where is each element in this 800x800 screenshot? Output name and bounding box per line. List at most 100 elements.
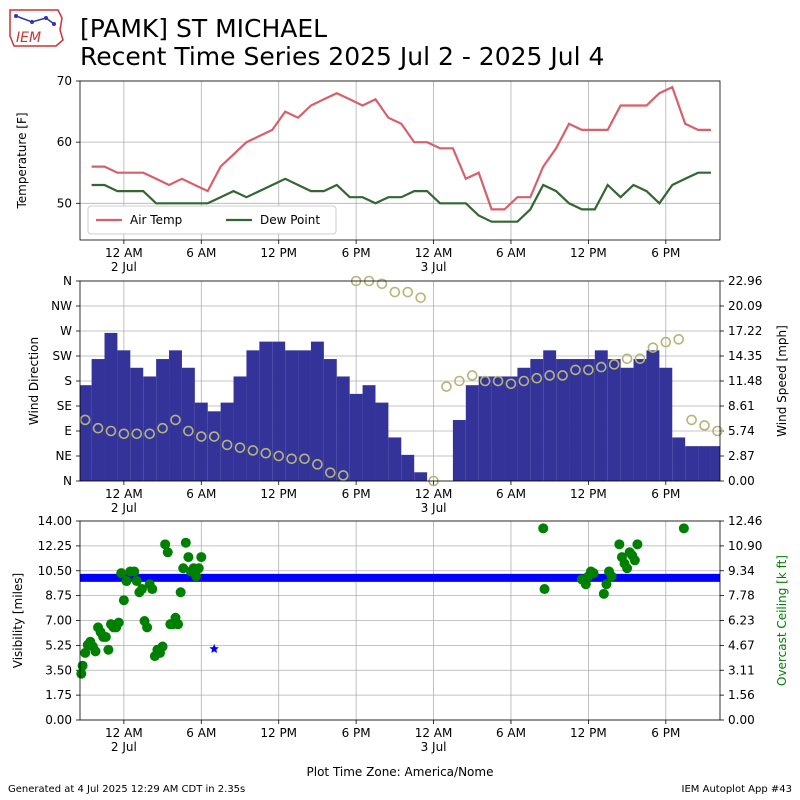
wind-direction-point: [260, 447, 272, 459]
wind-speed-bar: [388, 437, 402, 481]
wind-direction-point: [441, 381, 452, 392]
y-axis-label: Temperature [F]: [15, 112, 29, 209]
chart-subtitle: Recent Time Series 2025 Jul 2 - 2025 Jul…: [80, 42, 605, 71]
y2-tick-label: 10.90: [728, 539, 762, 553]
x-tick-label: 12 PM: [260, 487, 297, 501]
x-tick-label: 12 PM: [570, 487, 607, 501]
wind-speed-bar: [698, 446, 711, 481]
x-tick-label: 12 PM: [570, 726, 607, 740]
x-tick-label: 6 PM: [651, 246, 680, 260]
wind-direction-point: [415, 292, 426, 303]
wind-direction-point: [479, 375, 491, 387]
ceiling-point: [162, 547, 173, 558]
wind-speed-bar: [285, 350, 299, 481]
wind-speed-bar: [569, 359, 582, 481]
wind-direction-point: [312, 459, 323, 470]
wind-direction-point: [402, 286, 414, 298]
wind-speed-bar: [298, 350, 311, 481]
ceiling-point: [118, 595, 129, 606]
x-tick-label: 6 AM: [496, 246, 526, 260]
wind-speed-bar: [375, 402, 389, 481]
panel-frame: [79, 80, 721, 241]
x-tick-label: 6 AM: [186, 487, 216, 501]
ceiling-point: [588, 568, 599, 579]
wind-speed-bar: [517, 367, 531, 481]
ceiling-point: [173, 619, 184, 630]
y-tick-label: NW: [51, 299, 72, 313]
y2-tick-label: 2.87: [728, 449, 755, 463]
y2-axis-label: Wind Speed [mph]: [775, 325, 789, 437]
wind-direction-point: [376, 278, 388, 290]
ceiling-point: [77, 660, 88, 671]
ceiling-point: [131, 576, 142, 587]
wind-direction-point: [583, 364, 594, 376]
ceiling-point: [129, 566, 140, 577]
ceiling-point: [193, 563, 204, 574]
ceiling-point: [678, 523, 689, 534]
series-line-air-temp: [91, 85, 711, 211]
y2-tick-label: 14.35: [728, 349, 762, 363]
wind-direction-point: [492, 375, 504, 387]
y-tick-label: SE: [57, 399, 72, 413]
wind-direction-point: [183, 425, 194, 437]
wind-speed-bar: [607, 359, 621, 481]
y-tick-label: 0.00: [45, 713, 72, 727]
ceiling-point: [539, 584, 550, 595]
x-tick-label: 12 AM: [105, 487, 143, 501]
x-axis-label: Plot Time Zone: America/Nome: [307, 765, 494, 779]
wind-speed-bar: [80, 385, 92, 481]
wind-speed-bar: [233, 376, 247, 481]
x-tick-sublabel: 2 Jul: [111, 740, 137, 754]
ceiling-point: [116, 568, 127, 579]
app-footer: IEM Autoplot App #43: [681, 784, 792, 795]
wind-direction-point: [686, 414, 697, 426]
wind-direction-point: [273, 450, 285, 462]
y2-tick-label: 9.34: [728, 564, 755, 578]
y2-tick-label: 0.00: [728, 713, 755, 727]
ceiling-point: [191, 571, 202, 582]
wind-direction-point: [286, 453, 297, 465]
y2-tick-label: 8.61: [728, 399, 755, 413]
wind-speed-bar: [401, 454, 415, 481]
x-tick-label: 6 PM: [651, 726, 680, 740]
wind-direction-point: [325, 467, 336, 478]
ceiling-point: [196, 552, 207, 563]
wind-speed-bar: [710, 446, 720, 481]
ceiling-point: [183, 552, 194, 563]
x-tick-label: 12 PM: [260, 726, 297, 740]
wind-speed-bar: [504, 376, 518, 481]
ceiling-point: [160, 539, 171, 550]
y-tick-label: 3.50: [45, 663, 72, 677]
wind-speed-bar: [478, 376, 492, 481]
x-tick-label: 6 AM: [186, 246, 216, 260]
y2-tick-label: 17.22: [728, 324, 762, 338]
x-tick-label: 12 PM: [570, 246, 607, 260]
y2-tick-label: 1.56: [728, 688, 755, 702]
ceiling-point: [598, 588, 609, 599]
y-tick-label: 14.00: [38, 514, 72, 528]
ceiling-point: [136, 584, 147, 595]
y-tick-label: SW: [53, 349, 73, 363]
x-tick-sublabel: 3 Jul: [421, 501, 447, 515]
wind-speed-bar: [465, 385, 479, 481]
panel-frame: [79, 280, 721, 482]
y-tick-label: 1.75: [45, 688, 72, 702]
wind-speed-bar: [581, 359, 595, 481]
wind-direction-point: [595, 361, 607, 373]
ceiling-point: [606, 571, 617, 582]
x-tick-label: 12 PM: [260, 246, 297, 260]
ceiling-point: [142, 622, 153, 633]
ceiling-point: [629, 555, 640, 566]
wind-direction-point: [170, 414, 181, 426]
wind-speed-bar: [659, 367, 673, 481]
y-tick-label: 12.25: [38, 539, 72, 553]
y2-tick-label: 6.23: [728, 614, 755, 628]
ceiling-point: [614, 539, 625, 550]
wind-speed-bar: [556, 359, 570, 481]
ceiling-point: [538, 523, 549, 534]
wind-speed-bar: [104, 332, 118, 481]
y-tick-label: N: [63, 274, 72, 288]
wind-direction-point: [221, 439, 233, 451]
legend-label: Dew Point: [260, 213, 320, 227]
